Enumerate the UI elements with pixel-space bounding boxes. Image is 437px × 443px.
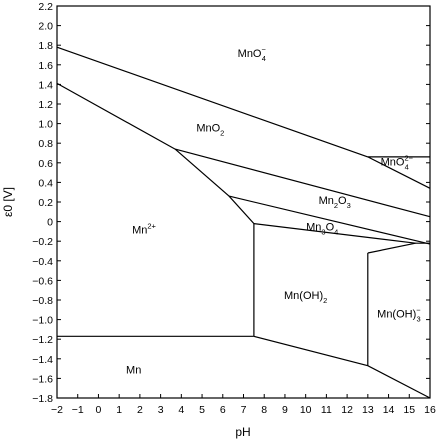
x-tick-label: 12	[341, 404, 353, 416]
region-label: Mn	[126, 365, 141, 377]
y-tick-label: −0.8	[32, 295, 53, 307]
y-tick-label: 2.2	[38, 1, 53, 13]
y-tick-label: −0.2	[32, 236, 53, 248]
region-labels: MnO− 4 MnO2− 4 MnO2 Mn2O3 Mn3O4 Mn2+ Mn(OH)2 Mn(O…	[126, 45, 421, 377]
x-tick-label: 3	[158, 404, 164, 416]
x-tick-label: 0	[96, 404, 102, 416]
x-tick-label: 15	[403, 404, 415, 416]
y-tick-label: −0.4	[32, 256, 53, 268]
x-axis-ticks: −2 −1 0 1 2 3 4 5 6 7 8 9 10 11 12 13 14 15 16	[51, 394, 436, 416]
region-label: MnO2− 4	[381, 154, 414, 172]
boundary-line-8	[253, 335, 431, 399]
boundary-line-2	[56, 82, 176, 150]
y-axis-label: ε0 [V]	[1, 187, 15, 217]
x-tick-label: 16	[424, 404, 436, 416]
y-tick-label: 1.8	[38, 40, 53, 52]
y-tick-label: 1.0	[38, 119, 53, 131]
plot-frame	[56, 5, 431, 399]
phase-boundaries	[56, 46, 431, 399]
x-tick-label: −1	[72, 404, 84, 416]
y-axis-ticks: −1.8 −1.6 −1.4 −1.2 −1.0 −0.8 −0.6 −0.4 −0.2 0 0.2…	[32, 1, 430, 405]
x-tick-label: 6	[220, 404, 226, 416]
y-tick-label: −1.0	[32, 315, 53, 327]
x-tick-label: 1	[116, 404, 122, 416]
x-tick-label: 2	[137, 404, 143, 416]
boundary-line-6	[253, 223, 430, 244]
y-tick-label: −1.4	[32, 354, 53, 366]
x-tick-label: 5	[199, 404, 205, 416]
y-tick-label: 0.4	[38, 177, 53, 189]
region-label: Mn2+	[132, 221, 156, 236]
y-tick-label: 0.6	[38, 158, 53, 170]
x-tick-label: 11	[321, 404, 332, 416]
boundary-line-4	[174, 148, 255, 337]
x-tick-label: −2	[51, 404, 63, 416]
x-tick-label: 10	[300, 404, 312, 416]
x-tick-label: 7	[241, 404, 247, 416]
y-tick-label: 2.0	[38, 21, 53, 33]
x-tick-label: 9	[282, 404, 288, 416]
region-label: Mn(OH)2	[284, 290, 327, 305]
y-tick-label: 0.8	[38, 138, 53, 150]
x-tick-label: 4	[178, 404, 184, 416]
x-tick-label: 14	[383, 404, 395, 416]
region-label: Mn2O3	[319, 195, 351, 210]
x-axis-label: pH	[235, 425, 250, 439]
y-tick-label: −1.6	[32, 373, 53, 385]
y-tick-label: −1.8	[32, 393, 53, 405]
x-tick-label: 8	[261, 404, 267, 416]
y-tick-label: −1.2	[32, 334, 53, 346]
region-label: MnO− 4	[238, 45, 267, 63]
y-tick-label: 1.4	[38, 79, 53, 91]
y-tick-label: 0	[47, 217, 53, 229]
region-label: Mn3O4	[306, 221, 338, 236]
y-tick-label: 1.6	[38, 60, 53, 72]
y-tick-label: 0.2	[38, 197, 53, 209]
boundary-line-5	[228, 195, 431, 245]
x-tick-label: 13	[362, 404, 374, 416]
boundary-line-9	[367, 242, 416, 254]
region-label: MnO2	[196, 122, 224, 137]
y-tick-label: 1.2	[38, 99, 53, 111]
boundary-line-3	[174, 148, 431, 218]
y-tick-label: −0.6	[32, 275, 53, 287]
region-label: Mn(OH)− 3	[377, 306, 421, 324]
